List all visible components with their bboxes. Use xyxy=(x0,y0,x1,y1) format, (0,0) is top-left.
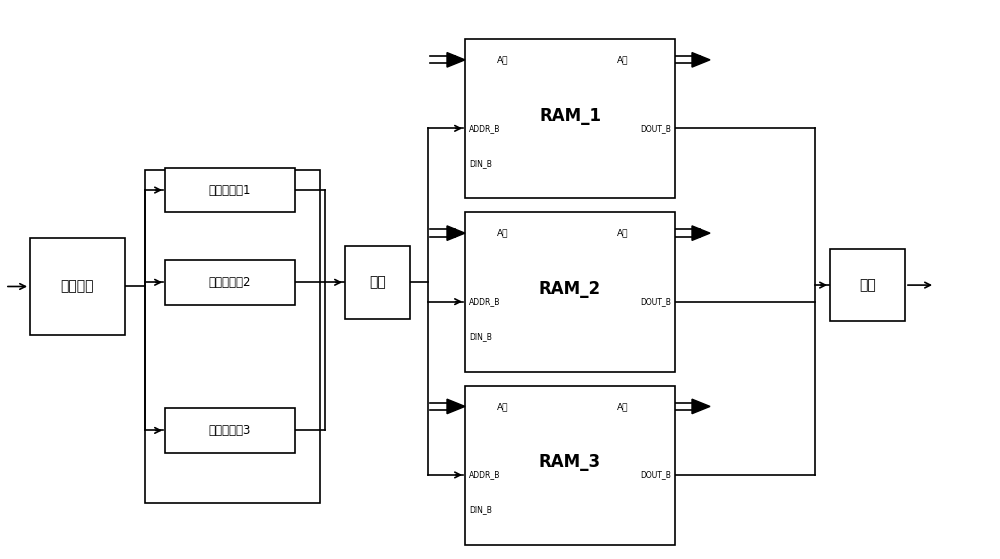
Text: 判断纠错: 判断纠错 xyxy=(61,280,94,293)
Bar xyxy=(30,238,125,335)
Bar xyxy=(165,408,295,453)
Text: DOUT_B: DOUT_B xyxy=(640,124,671,133)
Text: A口: A口 xyxy=(617,402,628,411)
Bar xyxy=(465,39,675,198)
Text: ADDR_B: ADDR_B xyxy=(469,471,501,480)
Text: 地址寄存器2: 地址寄存器2 xyxy=(209,276,251,289)
Text: A口: A口 xyxy=(617,55,628,64)
Bar xyxy=(830,249,905,321)
Polygon shape xyxy=(692,226,710,240)
Text: ADDR_B: ADDR_B xyxy=(469,124,501,133)
Text: DIN_B: DIN_B xyxy=(469,332,492,341)
Bar xyxy=(145,170,320,503)
Text: 地址寄存器3: 地址寄存器3 xyxy=(209,424,251,437)
Text: A口: A口 xyxy=(497,402,509,411)
Text: ADDR_B: ADDR_B xyxy=(469,297,501,306)
Text: A口: A口 xyxy=(617,229,628,238)
Bar xyxy=(165,168,295,212)
Text: 地址寄存器1: 地址寄存器1 xyxy=(209,183,251,197)
Polygon shape xyxy=(447,226,465,240)
Text: DOUT_B: DOUT_B xyxy=(640,297,671,306)
Polygon shape xyxy=(447,399,465,414)
Bar xyxy=(165,260,295,305)
Polygon shape xyxy=(692,53,710,67)
Text: DIN_B: DIN_B xyxy=(469,505,492,514)
Text: DIN_B: DIN_B xyxy=(469,159,492,168)
Text: A口: A口 xyxy=(497,55,509,64)
Text: RAM_3: RAM_3 xyxy=(539,453,601,471)
Bar xyxy=(465,386,675,545)
Bar xyxy=(345,246,410,319)
Text: 表决: 表决 xyxy=(859,278,876,292)
Polygon shape xyxy=(447,53,465,67)
Text: RAM_1: RAM_1 xyxy=(539,107,601,125)
Text: 表决: 表决 xyxy=(369,275,386,290)
Text: A口: A口 xyxy=(497,229,509,238)
Text: RAM_2: RAM_2 xyxy=(539,280,601,298)
Polygon shape xyxy=(692,399,710,414)
Bar xyxy=(465,212,675,372)
Text: DOUT_B: DOUT_B xyxy=(640,471,671,480)
